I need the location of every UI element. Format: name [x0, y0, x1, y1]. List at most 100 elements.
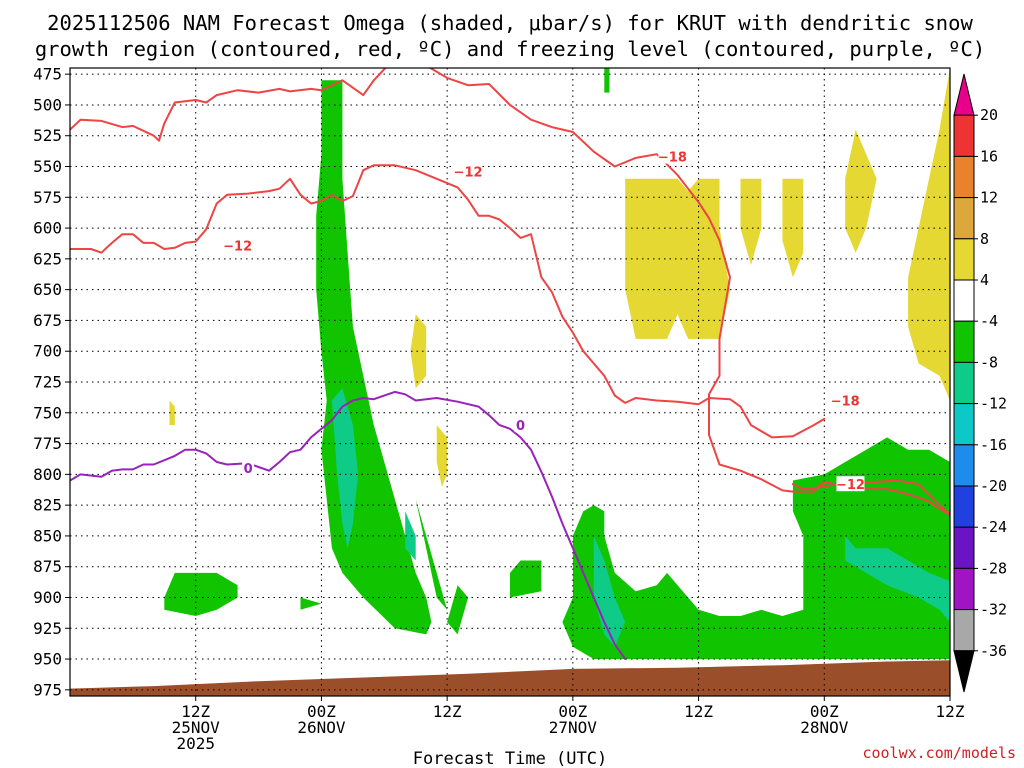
colorbar-label-8: -16 [980, 436, 1007, 454]
x-tick-label-45-0: 00Z [558, 702, 587, 721]
y-tick-label-500: 500 [33, 95, 62, 114]
y-tick-label-475: 475 [33, 65, 62, 84]
contour-label-bg-1 [454, 163, 483, 179]
colorbar-label-12: -32 [980, 601, 1007, 619]
y-tick-label-600: 600 [33, 219, 62, 238]
y-axis: 475 500 525 550 575 600 625 650 675 700 725 750 775 8… [33, 65, 70, 699]
y-tick-label-825: 825 [33, 496, 62, 515]
x-tick-label-21-0: 00Z [307, 702, 336, 721]
region-omega-p4-mid [740, 178, 762, 265]
region-omega-m8-east [405, 511, 416, 561]
y-tick-label-875: 875 [33, 557, 62, 576]
y-tick-label-725: 725 [33, 373, 62, 392]
colorbar-swatch-13 [953, 609, 975, 652]
contour-label-layer: −18 −12 −12 −18 −12 0 0 [223, 148, 865, 493]
colorbar-swatch-9 [953, 444, 975, 487]
region-omega-p4-mid3 [845, 129, 877, 253]
y-tick-label-800: 800 [33, 465, 62, 484]
y-tick-label-950: 950 [33, 650, 62, 669]
contour-label-bg-6 [242, 460, 255, 476]
region-omega-m4-blob3 [447, 585, 469, 635]
x-tick-label-9-0: 12Z [181, 702, 210, 721]
omega-shading-layer [164, 68, 950, 660]
y-tick-label-650: 650 [33, 280, 62, 299]
y-tick-label-775: 775 [33, 434, 62, 453]
colorbar-label-3: 8 [980, 230, 989, 248]
chart-title: 2025112506 NAM Forecast Omega (shaded, μ… [35, 11, 985, 61]
chart-title-line-1: 2025112506 NAM Forecast Omega (shaded, μ… [47, 11, 973, 35]
gridlines [70, 68, 950, 696]
region-omega-m4-lower [562, 437, 950, 660]
terrain-fill [70, 660, 950, 696]
region-omega-p4-small3 [436, 425, 448, 487]
contour-freezing-0 [70, 390, 627, 661]
contour-label-bg-2 [223, 237, 252, 253]
colorbar-swatch-6 [953, 320, 975, 363]
colorbar-label-5: -4 [980, 312, 998, 330]
y-tick-label-525: 525 [33, 126, 62, 145]
x-tick-label-45-1: 27NOV [549, 718, 598, 737]
region-omega-m8-lower1 [593, 535, 626, 647]
region-omega-p4-small1 [169, 400, 175, 426]
colorbar-swatch-8 [953, 403, 975, 446]
contour-label-bg-3 [831, 392, 860, 408]
y-tick-label-975: 975 [33, 680, 62, 699]
contour-label-1: −12 [454, 165, 483, 180]
chart-title-line-2: growth region (contoured, red, ºC) and f… [35, 37, 985, 61]
y-tick-label-700: 700 [33, 342, 62, 361]
region-omega-p4-west [625, 178, 730, 339]
contour-label-bg-0 [658, 148, 687, 164]
contour-label-6: 0 [244, 462, 253, 477]
x-axis-label: Forecast Time (UTC) [413, 749, 607, 768]
x-tick-label-9-2: 2025 [176, 734, 215, 753]
contour-label-3: −18 [831, 394, 860, 409]
region-omega-m4-east [415, 499, 448, 610]
colorbar-label-9: -20 [980, 477, 1007, 495]
region-omega-m4-blob2 [300, 597, 322, 610]
contour-label-5: 0 [516, 419, 525, 434]
contour-label-bg-5 [514, 417, 527, 433]
contour-dgz-minus12-upper [70, 164, 826, 439]
contour-label-2: −12 [223, 239, 252, 254]
contour-dgz-minus12-lower [791, 479, 950, 516]
region-omega-m8-main [331, 388, 359, 549]
contour-label-4: −12 [836, 478, 865, 493]
colorbar-label-6: -8 [980, 353, 998, 371]
y-tick-label-750: 750 [33, 403, 62, 422]
colorbar-swatch-12 [953, 567, 975, 611]
colorbar-label-7: -12 [980, 395, 1007, 413]
colorbar-swatch-7 [953, 361, 975, 405]
x-tick-label-57-0: 12Z [684, 702, 713, 721]
x-tick-label-69-1: 28NOV [800, 718, 849, 737]
colorbar-swatch-10 [953, 485, 975, 528]
colorbar-label-10: -24 [980, 518, 1007, 536]
region-omega-m8-lower2 [845, 535, 950, 623]
contour-layer [70, 68, 950, 661]
region-omega-p4-small2 [410, 314, 427, 389]
region-omega-p4-mid2 [782, 178, 804, 278]
colorbar-label-0: 20 [980, 106, 998, 124]
terrain-layer [70, 660, 950, 696]
colorbar-swatch-4 [953, 238, 975, 281]
contour-label-bg-4 [836, 476, 865, 492]
colorbar-label-1: 16 [980, 147, 998, 165]
plot-area: −18 −12 −12 −18 −12 0 0 [70, 68, 950, 696]
colorbar-swatch-1 [953, 114, 975, 157]
x-tick-label-69-0: 00Z [810, 702, 839, 721]
y-tick-label-675: 675 [33, 311, 62, 330]
y-tick-label-625: 625 [33, 249, 62, 268]
region-omega-p4-east [908, 68, 950, 401]
colorbar-label-13: -36 [980, 642, 1007, 660]
y-tick-label-850: 850 [33, 526, 62, 545]
colorbar-bottom-arrow [953, 650, 975, 693]
colorbar-swatch-5 [953, 279, 975, 322]
region-omega-m4-sliver [604, 68, 610, 93]
x-tick-label-81-0: 12Z [936, 702, 965, 721]
y-tick-label-550: 550 [33, 157, 62, 176]
x-tick-label-9-1: 25NOV [172, 718, 221, 737]
colorbar-swatch-2 [953, 155, 975, 199]
x-tick-label-21-1: 26NOV [297, 718, 346, 737]
colorbar: 20 16 12 8 4 -4 -8 -12 -16 -20 -24 -28 -32 -36 [953, 73, 1007, 693]
